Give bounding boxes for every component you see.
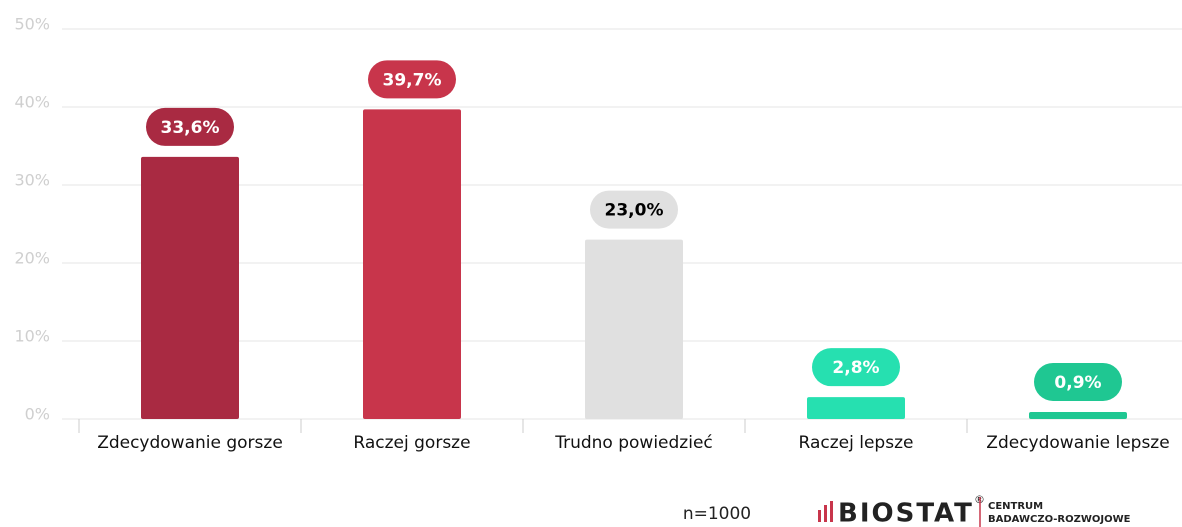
value-label: 2,8% <box>832 358 879 378</box>
y-tick-label: 0% <box>25 405 50 424</box>
bar <box>363 109 461 419</box>
value-label: 39,7% <box>383 70 442 90</box>
x-tick-label: Raczej lepsze <box>799 433 914 453</box>
value-label: 0,9% <box>1054 373 1101 393</box>
x-tick-label: Raczej gorsze <box>353 433 470 453</box>
bar <box>141 156 239 420</box>
value-label: 23,0% <box>605 201 664 221</box>
y-tick-label: 50% <box>14 15 50 34</box>
x-tick-label: Trudno powiedzieć <box>554 433 713 453</box>
value-label-pill <box>368 60 456 99</box>
brand: BIOSTAT <box>838 499 974 527</box>
y-tick-label: 10% <box>14 327 50 346</box>
value-label-pill <box>146 107 234 146</box>
value-label-pill <box>812 348 900 387</box>
bar <box>807 397 905 419</box>
logo-icon <box>818 501 833 522</box>
tagline: BADAWCZO-ROZWOJOWE <box>988 514 1131 525</box>
tagline: CENTRUM <box>988 501 1043 512</box>
y-tick-label: 40% <box>14 93 50 112</box>
bar <box>585 239 683 419</box>
value-label-pill <box>1034 362 1122 401</box>
y-tick-label: 20% <box>14 249 50 268</box>
y-tick-label: 30% <box>14 171 50 190</box>
value-label: 33,6% <box>161 118 220 138</box>
x-tick-label: Zdecydowanie gorsze <box>97 433 283 453</box>
value-label-pill <box>590 190 678 229</box>
bar <box>1029 411 1127 419</box>
x-tick-label: Zdecydowanie lepsze <box>986 433 1169 453</box>
sample-size: n=1000 <box>683 504 751 524</box>
